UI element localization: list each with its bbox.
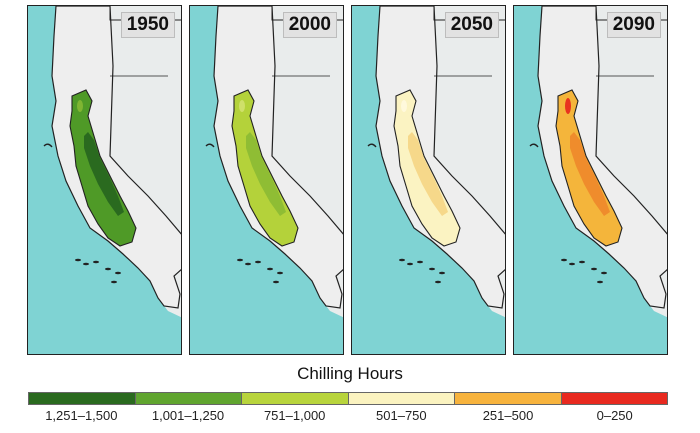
- legend-swatch: [560, 393, 667, 404]
- legend-title: Chilling Hours: [297, 364, 403, 383]
- channel-island: [273, 280, 279, 284]
- channel-island: [435, 280, 441, 284]
- california-map: [190, 6, 343, 354]
- legend-label: 0–250: [596, 408, 633, 423]
- channel-island: [267, 267, 273, 271]
- channel-island: [429, 267, 435, 271]
- legend-swatch: [347, 393, 454, 404]
- year-label: 2050: [444, 12, 499, 38]
- california-map: [514, 6, 667, 354]
- legend-swatch: [134, 393, 241, 404]
- central-valley-subregion: [246, 132, 286, 216]
- legend-label: 251–500: [482, 408, 534, 423]
- map-panel-2050: 2050: [351, 5, 506, 355]
- california-outline: [213, 6, 343, 309]
- channel-island: [439, 271, 445, 275]
- map-panel-2090: 2090: [513, 5, 668, 355]
- california-outline: [51, 6, 181, 309]
- channel-island: [115, 271, 121, 275]
- legend-label: 751–1,000: [263, 408, 326, 423]
- map-panels: 1950 2000 2050 2090: [27, 5, 668, 355]
- year-label: 2090: [606, 12, 661, 38]
- bay-outline: [205, 143, 215, 148]
- channel-island: [601, 271, 607, 275]
- hotspot-region: [565, 98, 571, 114]
- california-map: [352, 6, 505, 354]
- channel-island: [399, 258, 405, 262]
- highland-region: [77, 100, 83, 112]
- channel-island: [255, 260, 261, 264]
- bay-outline: [529, 143, 539, 148]
- channel-island: [579, 260, 585, 264]
- channel-island: [591, 267, 597, 271]
- central-valley-subregion: [570, 132, 610, 216]
- channel-island: [407, 262, 413, 266]
- channel-island: [75, 258, 81, 262]
- legend-label: 501–750: [376, 408, 427, 423]
- channel-island: [93, 260, 99, 264]
- central-valley-subregion: [84, 132, 124, 216]
- channel-island: [569, 262, 575, 266]
- legend-label: 1,001–1,250: [151, 408, 225, 423]
- california-outline: [537, 6, 667, 309]
- california-map: [28, 6, 181, 354]
- bay-outline: [43, 143, 53, 148]
- channel-island: [83, 262, 89, 266]
- map-panel-1950: 1950: [27, 5, 182, 355]
- ocean: [352, 6, 505, 354]
- channel-island: [237, 258, 243, 262]
- channel-island: [561, 258, 567, 262]
- map-panel-2000: 2000: [189, 5, 344, 355]
- legend-labels: 1,251–1,500 1,001–1,250 751–1,000 501–75…: [28, 408, 668, 423]
- legend-swatch: [454, 393, 561, 404]
- legend-color-bar: [28, 392, 668, 405]
- bay-outline: [367, 143, 377, 148]
- channel-island: [597, 280, 603, 284]
- ocean: [28, 6, 181, 354]
- california-outline: [375, 6, 505, 309]
- highland-region: [239, 100, 245, 112]
- year-label: 1950: [120, 12, 175, 38]
- year-label: 2000: [282, 12, 337, 38]
- channel-island: [245, 262, 251, 266]
- legend-swatch: [29, 393, 135, 404]
- legend-swatch: [241, 393, 348, 404]
- ocean: [514, 6, 667, 354]
- channel-island: [417, 260, 423, 264]
- highland-region: [401, 100, 407, 112]
- legend-label: 1,251–1,500: [45, 408, 118, 423]
- channel-island: [111, 280, 117, 284]
- ocean: [190, 6, 343, 354]
- channel-island: [277, 271, 283, 275]
- central-valley-subregion: [408, 132, 448, 216]
- channel-island: [105, 267, 111, 271]
